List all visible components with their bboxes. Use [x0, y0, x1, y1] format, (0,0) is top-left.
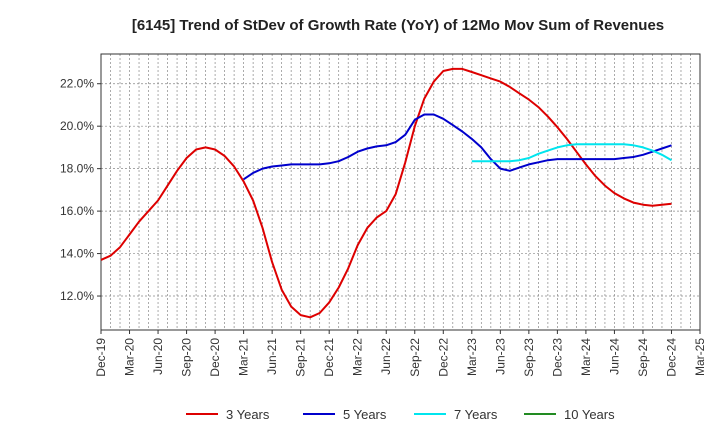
y-tick-label: 18.0% — [60, 162, 94, 176]
x-tick-label: Jun-23 — [493, 338, 507, 375]
y-tick-label: 16.0% — [60, 204, 94, 218]
series-line-5-years — [243, 113, 672, 181]
legend-label-5-years: 5 Years — [343, 407, 387, 422]
y-tick-label: 14.0% — [60, 247, 94, 261]
x-tick-label: Sep-23 — [522, 338, 536, 377]
x-tick-label: Dec-21 — [322, 338, 336, 377]
x-tick-label: Jun-21 — [265, 338, 279, 375]
x-tick-label: Sep-20 — [180, 338, 194, 377]
x-tick-label: Dec-24 — [664, 338, 678, 377]
x-tick-label: Sep-24 — [636, 338, 650, 377]
x-tick-label: Mar-21 — [237, 338, 251, 376]
x-tick-label: Dec-20 — [208, 338, 222, 377]
plot-frame — [100, 53, 701, 331]
y-tick-label: 12.0% — [60, 289, 94, 303]
x-axis-ticks: Dec-19 Mar-20 Jun-20 Sep-20 Dec-20 Mar-21 Jun-… — [94, 330, 707, 377]
series-line-3-years — [100, 67, 672, 319]
legend-label-3-years: 3 Years — [226, 407, 270, 422]
x-tick-label: Mar-24 — [579, 338, 593, 376]
x-tick-label: Mar-22 — [351, 338, 365, 376]
x-tick-label: Dec-22 — [436, 338, 450, 377]
legend: 3 Years 5 Years 7 Years 10 Years — [186, 407, 615, 422]
x-tick-label: Jun-22 — [379, 338, 393, 375]
y-axis-ticks: 12.0% 14.0% 16.0% 18.0% 20.0% 22.0% — [60, 77, 101, 303]
grid-layer — [101, 54, 700, 330]
x-tick-label: Dec-23 — [550, 338, 564, 377]
x-tick-label: Dec-19 — [94, 338, 108, 377]
x-tick-label: Mar-25 — [693, 338, 707, 376]
x-tick-label: Mar-20 — [123, 338, 137, 376]
series-line-7-years — [471, 143, 672, 163]
chart-title: [6145] Trend of StDev of Growth Rate (Yo… — [132, 17, 664, 34]
y-tick-label: 22.0% — [60, 77, 94, 91]
x-tick-label: Sep-22 — [408, 338, 422, 377]
x-tick-label: Jun-24 — [607, 338, 621, 375]
legend-label-7-years: 7 Years — [454, 407, 498, 422]
x-tick-label: Mar-23 — [465, 338, 479, 376]
y-tick-label: 20.0% — [60, 119, 94, 133]
x-tick-label: Sep-21 — [294, 338, 308, 377]
legend-label-10-years: 10 Years — [564, 407, 615, 422]
x-tick-label: Jun-20 — [151, 338, 165, 375]
series-layer — [100, 67, 672, 319]
